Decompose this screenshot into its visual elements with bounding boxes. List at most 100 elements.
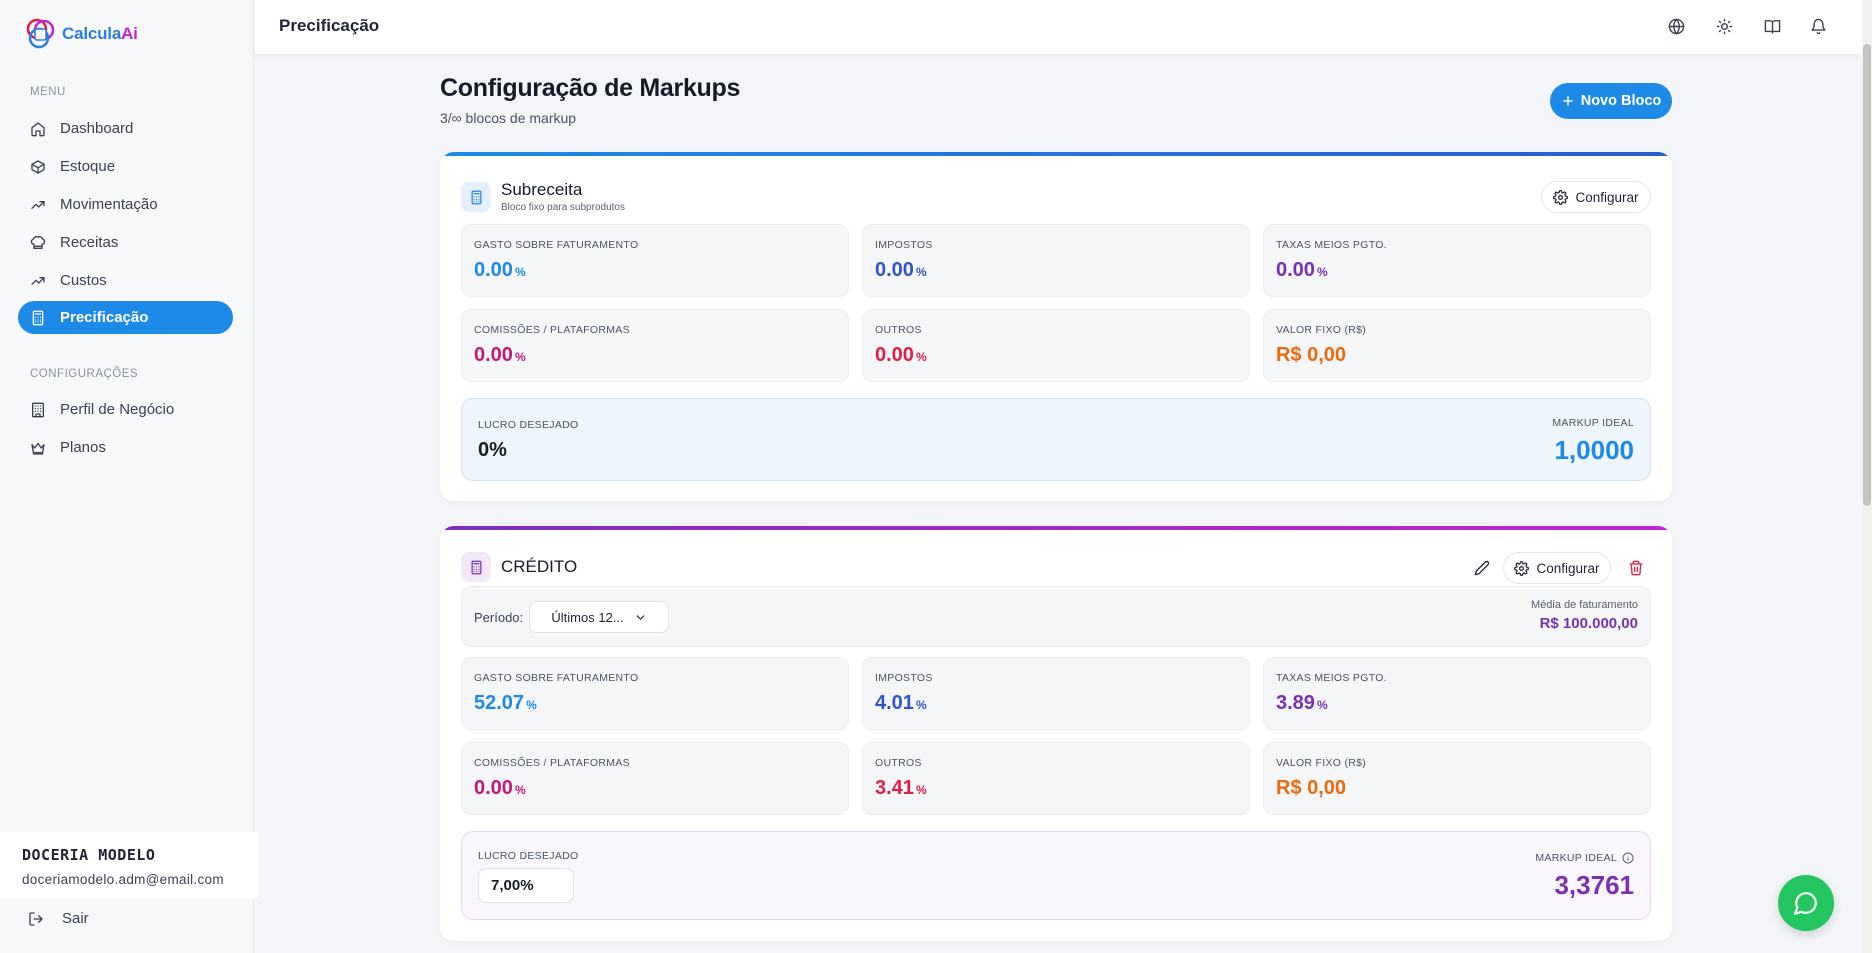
metric-gasto-faturamento[interactable]: GASTO SOBRE FATURAMENTO 0.00% xyxy=(461,224,849,297)
metric-label: VALOR FIXO (R$) xyxy=(1276,324,1367,336)
period-label: Período: xyxy=(474,610,524,625)
chef-hat-icon xyxy=(30,235,46,249)
lucro-label: LUCRO DESEJADO xyxy=(478,419,579,431)
building-icon xyxy=(32,402,44,417)
plus-icon xyxy=(1562,96,1573,106)
period-select[interactable]: Últimos 12... xyxy=(529,601,669,633)
card-accent-stripe xyxy=(444,526,1668,530)
metric-label: IMPOSTOS xyxy=(875,239,933,251)
sidebar-item-planos[interactable]: Planos xyxy=(18,431,233,464)
markup-ideal-value: 3,3761 xyxy=(1554,870,1634,900)
metric-impostos[interactable]: IMPOSTOS 4.01% xyxy=(862,657,1250,730)
metric-value: 0.00 xyxy=(875,344,914,366)
markup-ideal-value: 1,0000 xyxy=(1554,435,1634,465)
metric-unit: % xyxy=(514,783,526,797)
metric-unit: % xyxy=(526,698,537,712)
metric-value: R$ 0,00 xyxy=(1276,344,1347,366)
sidebar-item-movimentacao[interactable]: Movimentação xyxy=(18,188,233,221)
markup-block-subreceita: Subreceita Bloco fixo para subprodutos C… xyxy=(440,152,1672,501)
metric-comissoes[interactable]: COMISSÕES / PLATAFORMAS 0.00% xyxy=(461,742,849,815)
new-block-button[interactable]: Novo Bloco xyxy=(1550,83,1672,119)
user-email: doceriamodelo.adm@email.com xyxy=(22,872,224,887)
calculator-icon xyxy=(461,182,491,212)
sidebar-item-custos[interactable]: Custos xyxy=(18,264,233,297)
metric-unit: % xyxy=(915,265,927,279)
app-name: CalculaAi xyxy=(62,24,138,43)
new-block-label: Novo Bloco xyxy=(1580,93,1662,109)
globe-icon[interactable] xyxy=(1666,16,1686,36)
sun-icon[interactable] xyxy=(1714,16,1734,36)
metric-outros[interactable]: OUTROS 3.41% xyxy=(862,742,1250,815)
sidebar-item-precificacao[interactable]: Precificação xyxy=(18,301,233,334)
metric-gasto-faturamento[interactable]: GASTO SOBRE FATURAMENTO 52.07% xyxy=(461,657,849,730)
logout-button[interactable]: Sair xyxy=(28,910,89,927)
metric-taxas-meios-pgto[interactable]: TAXAS MEIOS PGTO. 0.00% xyxy=(1263,224,1651,297)
message-circle-icon xyxy=(1794,892,1817,915)
metric-value: R$ 0,00 xyxy=(1276,777,1347,799)
configure-button[interactable]: Configurar xyxy=(1541,181,1651,213)
metric-comissoes[interactable]: COMISSÕES / PLATAFORMAS 0.00% xyxy=(461,309,849,382)
metric-outros[interactable]: OUTROS 0.00% xyxy=(862,309,1250,382)
metric-valor-fixo[interactable]: VALOR FIXO (R$) R$ 0,00 xyxy=(1263,742,1651,815)
section-title: Configuração de Markups xyxy=(440,74,741,102)
average-revenue-value: R$ 100.000,00 xyxy=(1539,615,1638,632)
sidebar-item-label: Custos xyxy=(60,272,107,289)
sidebar-item-perfil-negocio[interactable]: Perfil de Negócio xyxy=(18,393,233,426)
sidebar-item-label: Dashboard xyxy=(60,120,134,137)
crown-icon xyxy=(31,442,45,455)
scrollbar-thumb[interactable] xyxy=(1863,44,1871,506)
configure-button[interactable]: Configurar xyxy=(1503,552,1611,584)
sidebar-item-estoque[interactable]: Estoque xyxy=(18,150,233,183)
logo-icon xyxy=(24,16,58,52)
metric-label: GASTO SOBRE FATURAMENTO xyxy=(474,672,639,684)
app-logo[interactable]: CalculaAi xyxy=(24,16,138,52)
average-revenue-label: Média de faturamento xyxy=(1530,599,1638,611)
sidebar: CalculaAi MENU Dashboard Estoque Movimen… xyxy=(0,0,258,953)
info-icon[interactable] xyxy=(1622,852,1634,864)
markup-ideal-label: MARKUP IDEAL xyxy=(1535,852,1634,864)
metric-value: 3.41 xyxy=(875,777,914,799)
bell-icon[interactable] xyxy=(1808,16,1828,36)
metric-unit: % xyxy=(915,783,927,797)
period-select-value: Últimos 12... xyxy=(551,609,624,625)
metric-label: TAXAS MEIOS PGTO. xyxy=(1276,672,1387,684)
sidebar-item-label: Precificação xyxy=(60,309,149,326)
configure-label: Configurar xyxy=(1536,560,1600,576)
metric-label: COMISSÕES / PLATAFORMAS xyxy=(474,324,630,336)
chat-button[interactable] xyxy=(1778,875,1834,931)
metric-value: 0.00 xyxy=(474,777,513,799)
lucro-desejado-input[interactable]: 7,00% xyxy=(478,868,574,903)
metric-valor-fixo[interactable]: VALOR FIXO (R$) R$ 0,00 xyxy=(1263,309,1651,382)
metric-label: VALOR FIXO (R$) xyxy=(1276,757,1367,769)
config-section-label: CONFIGURAÇÕES xyxy=(30,368,139,380)
metric-value: 0.00 xyxy=(474,259,513,281)
metric-unit: % xyxy=(514,265,526,279)
metric-value: 4.01 xyxy=(875,692,914,714)
box-icon xyxy=(31,159,45,174)
block-title: CRÉDITO xyxy=(501,557,578,576)
user-profile: DOCERIA MODELO doceriamodelo.adm@email.c… xyxy=(0,832,258,898)
top-bar: Precificação xyxy=(254,0,1862,54)
metric-impostos[interactable]: IMPOSTOS 0.00% xyxy=(862,224,1250,297)
sidebar-item-label: Movimentação xyxy=(60,196,158,213)
card-accent-stripe xyxy=(444,152,1668,156)
sidebar-item-receitas[interactable]: Receitas xyxy=(18,226,233,259)
metric-value: 0.00 xyxy=(875,259,914,281)
pencil-icon[interactable] xyxy=(1472,558,1492,578)
metric-label: TAXAS MEIOS PGTO. xyxy=(1276,239,1387,251)
logout-label: Sair xyxy=(62,910,89,927)
gear-icon xyxy=(1553,189,1569,205)
book-open-icon[interactable] xyxy=(1762,16,1782,36)
lucro-label: LUCRO DESEJADO xyxy=(478,850,579,862)
sidebar-item-dashboard[interactable]: Dashboard xyxy=(18,112,233,145)
calculator-icon xyxy=(32,310,44,325)
metric-taxas-meios-pgto[interactable]: TAXAS MEIOS PGTO. 3.89% xyxy=(1263,657,1651,730)
trash-icon[interactable] xyxy=(1626,558,1646,578)
metric-value: 52.07 xyxy=(474,692,525,714)
sidebar-item-label: Receitas xyxy=(60,234,119,251)
metric-value: 0.00 xyxy=(1276,259,1315,281)
user-name: DOCERIA MODELO xyxy=(22,846,156,864)
block-description: Bloco fixo para subprodutos xyxy=(501,202,625,213)
calculator-icon xyxy=(461,552,491,582)
metric-label: OUTROS xyxy=(875,757,922,769)
